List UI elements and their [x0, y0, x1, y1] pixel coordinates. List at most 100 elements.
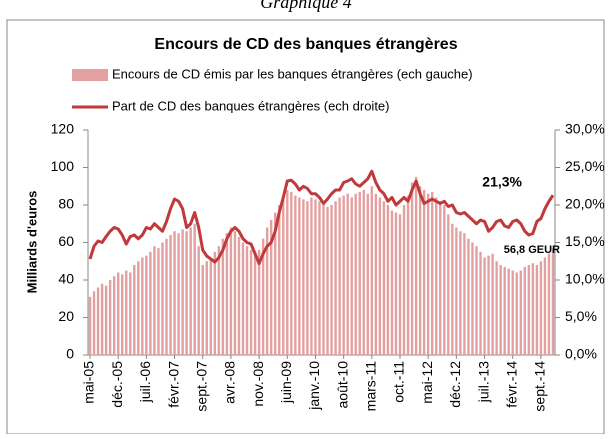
x-tick-label: mai-05	[81, 361, 97, 404]
bar	[358, 191, 361, 355]
bar	[322, 205, 325, 355]
bar	[418, 186, 422, 355]
bar	[398, 214, 402, 355]
bar	[543, 257, 547, 355]
bar	[455, 227, 458, 355]
x-tick-label: déc.-12	[447, 361, 463, 408]
bar	[269, 220, 273, 355]
bar	[129, 272, 132, 355]
y-tick-label: 120	[51, 121, 75, 137]
bar	[133, 265, 136, 355]
bar	[314, 199, 317, 355]
bar	[253, 251, 257, 355]
bar	[217, 246, 221, 355]
bar	[121, 274, 124, 355]
x-tick-label: déc.-05	[109, 361, 125, 408]
bar	[350, 197, 353, 355]
bar	[463, 233, 466, 355]
bar	[213, 251, 217, 355]
bar	[539, 261, 543, 355]
y2-tick-label: 5,0%	[565, 308, 597, 324]
bar	[374, 193, 378, 355]
bar	[125, 270, 128, 355]
x-tick-label: juin-09	[278, 361, 294, 404]
bar	[205, 261, 208, 355]
bar	[495, 261, 498, 355]
bar	[414, 176, 418, 355]
bar	[173, 231, 176, 355]
bar	[439, 201, 442, 355]
line	[88, 169, 555, 265]
bar	[499, 265, 502, 355]
y2-tick-label: 20,0%	[565, 196, 605, 212]
bar	[422, 190, 426, 355]
bar	[249, 250, 253, 355]
bar	[366, 193, 370, 355]
y2-tick-label: 30,0%	[565, 121, 605, 137]
bar	[547, 253, 551, 355]
bar	[100, 283, 104, 355]
bar	[338, 197, 341, 355]
bar	[112, 276, 116, 355]
y-axis-label: Milliards d'euros	[24, 191, 39, 294]
bar	[483, 257, 486, 355]
x-tick-label: sept.-07	[193, 361, 209, 412]
bar	[282, 197, 285, 355]
bar	[241, 242, 245, 355]
y-tick-label: 60	[58, 233, 74, 249]
bar	[310, 197, 313, 355]
bar	[447, 214, 450, 355]
bar	[177, 233, 180, 355]
legend-label: Encours de CD émis par les banques étran…	[112, 66, 473, 81]
bar	[233, 231, 237, 355]
bar	[141, 257, 144, 355]
bar	[467, 238, 470, 355]
x-tick-label: févr.-14	[503, 361, 519, 408]
bar	[330, 205, 333, 355]
x-tick-label: juil.-06	[137, 361, 153, 403]
bar	[386, 205, 390, 355]
bar	[261, 238, 265, 355]
bar	[302, 199, 305, 355]
bar	[161, 242, 164, 355]
x-tick-label: janv.-10	[306, 361, 322, 411]
bar	[290, 191, 293, 355]
bar	[475, 246, 478, 355]
bar	[165, 238, 168, 355]
bar	[511, 270, 514, 355]
y2-tick-label: 10,0%	[565, 271, 605, 287]
annotation: 56,8 GEUR	[504, 244, 560, 256]
bar	[193, 223, 196, 355]
y2-tick-label: 25,0%	[565, 158, 605, 174]
y2-tick-label: 15,0%	[565, 233, 605, 249]
y-tick-label: 20	[58, 308, 74, 324]
y2-tick-label: 0,0%	[565, 346, 597, 362]
x-tick-label: avr.-08	[222, 361, 238, 404]
bar	[334, 201, 337, 355]
bar	[294, 195, 297, 355]
bar	[225, 233, 229, 355]
bar	[278, 205, 281, 355]
bar	[229, 227, 233, 355]
bar	[491, 253, 494, 355]
bar	[471, 242, 474, 355]
chart-title: Encours de CD des banques étrangères	[154, 36, 457, 53]
bar	[286, 190, 289, 355]
y-tick-label: 0	[66, 346, 74, 362]
legend-swatch	[72, 69, 108, 81]
bar	[431, 191, 434, 355]
bar	[96, 287, 100, 355]
bar	[318, 201, 321, 355]
bar	[197, 246, 200, 355]
y-tick-label: 80	[58, 196, 74, 212]
bar	[362, 190, 365, 355]
bar	[443, 205, 446, 355]
bar	[108, 280, 112, 355]
bar	[145, 255, 148, 355]
legend-label: Part de CD des banques étrangères (ech d…	[112, 98, 390, 113]
bar	[378, 197, 382, 355]
bar	[116, 272, 120, 355]
annotation: 21,3%	[482, 174, 522, 190]
bar	[149, 251, 152, 355]
